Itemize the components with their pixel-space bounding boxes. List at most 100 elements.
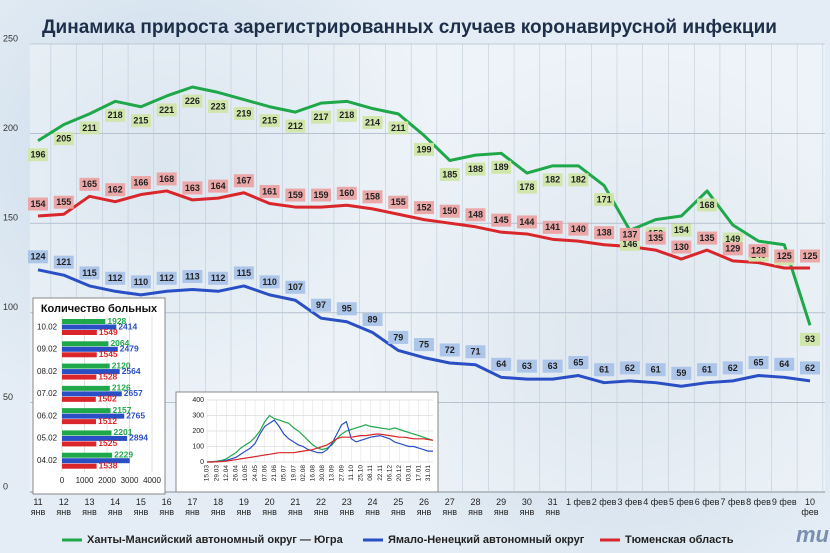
label-box [388, 330, 409, 344]
data-label: 121 [56, 257, 71, 267]
label-box [233, 266, 254, 280]
label-box [568, 356, 589, 370]
x-tick-label: 24 янв [365, 497, 380, 517]
label-box [208, 99, 229, 113]
y-tick-label: 50 [3, 392, 13, 402]
label-box [53, 195, 74, 209]
data-label: 89 [368, 314, 378, 324]
y-tick-label: 08.02 [37, 367, 58, 376]
data-label: 2126 [112, 383, 131, 393]
label-box [722, 232, 743, 246]
label-box [182, 94, 203, 108]
label-box [645, 231, 666, 245]
bar [62, 391, 122, 397]
data-label: 135 [648, 233, 663, 243]
x-tick-label: 16.08 [310, 465, 317, 482]
logo: mu [796, 522, 830, 547]
data-label: 141 [545, 222, 560, 232]
label-box [568, 173, 589, 187]
y-tick-label: 0 [200, 459, 204, 466]
label-box [697, 231, 718, 245]
x-tick-label: 20 янв [262, 497, 277, 517]
label-box [362, 116, 383, 130]
x-tick-label: 3000 [121, 476, 139, 485]
x-tick-label: 02.08 [300, 465, 307, 482]
x-tick-label: 29 янв [493, 497, 509, 517]
data-label: 62 [625, 363, 635, 373]
data-label: 112 [159, 273, 174, 283]
bar [62, 413, 125, 419]
label-box [516, 359, 537, 373]
label-box [671, 240, 692, 254]
x-tick-label: 28 янв [468, 497, 483, 517]
label-box [414, 201, 434, 215]
bar [62, 369, 120, 375]
x-tick-label: 30.08 [319, 465, 326, 482]
data-label: 125 [802, 251, 817, 261]
bar [62, 319, 106, 324]
data-label: 93 [805, 334, 815, 344]
data-label: 2479 [120, 344, 139, 354]
x-tick-label: 23 янв [339, 497, 355, 517]
y-tick-label: 150 [3, 213, 18, 223]
bar [62, 341, 109, 347]
x-tick-label: 19.07 [290, 465, 297, 482]
label-box [439, 204, 460, 218]
bar [62, 396, 96, 402]
data-label: 144 [519, 217, 534, 227]
data-label: 62 [805, 363, 815, 373]
x-tick-label: 9 фев [771, 497, 797, 507]
data-label: 219 [236, 108, 251, 118]
label-box [800, 249, 820, 263]
label-box [542, 173, 563, 187]
data-label: 2229 [114, 449, 133, 459]
series-line [37, 268, 811, 388]
x-tick-label: 03.01 [406, 465, 413, 482]
data-label: 61 [702, 365, 712, 375]
data-label: 65 [754, 357, 764, 367]
data-label: 215 [133, 116, 148, 126]
data-label: 2657 [124, 388, 143, 398]
data-label: 97 [316, 300, 326, 310]
y-tick-label: 300 [192, 412, 204, 419]
series-line [206, 414, 434, 463]
data-label: 185 [442, 169, 457, 179]
label-box [79, 177, 100, 191]
label-box [388, 121, 409, 135]
label-box [233, 174, 254, 188]
label-box [722, 361, 743, 375]
data-label: 110 [134, 277, 149, 287]
label-box [542, 220, 563, 234]
data-label: 196 [30, 150, 45, 160]
x-tick-label: 2000 [98, 476, 116, 485]
x-tick-label: 20.12 [396, 465, 403, 482]
x-tick-label: 13.09 [329, 465, 336, 482]
data-label: 137 [622, 229, 637, 239]
x-tick-label: 05.07 [281, 465, 288, 482]
x-tick-label: 22.11 [377, 465, 384, 481]
data-label: 62 [728, 363, 738, 373]
data-label: 95 [342, 304, 352, 314]
data-label: 63 [548, 361, 558, 371]
x-tick-label: 24.05 [252, 465, 259, 482]
data-label: 2564 [122, 366, 141, 376]
label-box [697, 363, 718, 377]
data-label: 167 [236, 176, 251, 186]
y-tick-label: 200 [192, 428, 204, 435]
bar [62, 385, 110, 391]
label-box [182, 270, 203, 284]
label-box [671, 223, 692, 237]
label-box [53, 132, 74, 146]
x-tick-label: 26.04 [233, 465, 240, 482]
label-box [491, 160, 512, 174]
series-line [207, 419, 433, 463]
label-box [79, 266, 100, 280]
data-label: 152 [416, 202, 431, 212]
label-box [311, 188, 332, 202]
data-label: 168 [159, 174, 174, 184]
data-label: 59 [676, 368, 686, 378]
data-label: 168 [700, 200, 715, 210]
label-box [645, 363, 666, 377]
label-box [542, 359, 563, 373]
x-tick-label: 7 фев [720, 497, 746, 507]
